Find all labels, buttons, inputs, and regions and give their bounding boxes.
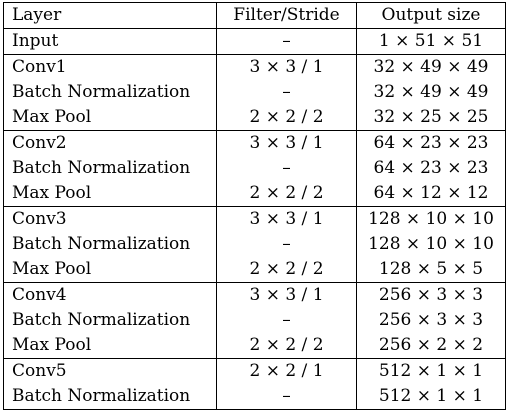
cell-layer: Batch Normalization bbox=[3, 308, 217, 333]
cell-filter-stride: 2 × 2 / 2 bbox=[216, 333, 357, 359]
cell-filter-stride: – bbox=[216, 80, 357, 105]
cell-layer: Batch Normalization bbox=[3, 156, 217, 181]
cell-layer: Conv5 bbox=[3, 358, 217, 384]
cell-output-size: 512 × 1 × 1 bbox=[356, 358, 506, 384]
cell-output-size: 256 × 2 × 2 bbox=[356, 333, 506, 359]
table-row: Max Pool 2 × 2 / 2 32 × 25 × 25 bbox=[3, 105, 506, 131]
cell-filter-stride: 2 × 2 / 2 bbox=[216, 181, 357, 207]
cell-output-size: 128 × 10 × 10 bbox=[356, 206, 506, 232]
table-row: Conv5 2 × 2 / 1 512 × 1 × 1 bbox=[3, 358, 506, 384]
cell-output-size: 32 × 25 × 25 bbox=[356, 105, 506, 131]
cell-output-size: 256 × 3 × 3 bbox=[356, 282, 506, 308]
cell-layer: Batch Normalization bbox=[3, 80, 217, 105]
cell-filter-stride: 3 × 3 / 1 bbox=[216, 206, 357, 232]
table-row: Conv1 3 × 3 / 1 32 × 49 × 49 bbox=[3, 54, 506, 80]
table-row: Batch Normalization –64 × 23 × 23 bbox=[3, 156, 506, 181]
cell-layer: Batch Normalization bbox=[3, 384, 217, 410]
cell-output-size: 32 × 49 × 49 bbox=[356, 80, 506, 105]
cell-filter-stride: – bbox=[216, 28, 357, 55]
cell-layer: Max Pool bbox=[3, 333, 217, 359]
cell-layer: Max Pool bbox=[3, 105, 217, 131]
cell-filter-stride: – bbox=[216, 308, 357, 333]
architecture-table: Layer Filter/Stride Output size Input –1 … bbox=[3, 2, 506, 410]
table-row: Input –1 × 51 × 51 bbox=[3, 28, 506, 55]
table-row: Max Pool 2 × 2 / 2 128 × 5 × 5 bbox=[3, 257, 506, 283]
cell-output-size: 512 × 1 × 1 bbox=[356, 384, 506, 410]
cell-output-size: 64 × 12 × 12 bbox=[356, 181, 506, 207]
cell-layer: Max Pool bbox=[3, 181, 217, 207]
cell-layer: Conv3 bbox=[3, 206, 217, 232]
header-output-size: Output size bbox=[356, 2, 506, 29]
cell-output-size: 256 × 3 × 3 bbox=[356, 308, 506, 333]
cell-filter-stride: 3 × 3 / 1 bbox=[216, 54, 357, 80]
cell-output-size: 128 × 5 × 5 bbox=[356, 257, 506, 283]
cell-output-size: 64 × 23 × 23 bbox=[356, 156, 506, 181]
table-row: Conv2 3 × 3 / 1 64 × 23 × 23 bbox=[3, 130, 506, 156]
cell-filter-stride: 3 × 3 / 1 bbox=[216, 130, 357, 156]
header-filter-stride: Filter/Stride bbox=[216, 2, 357, 29]
cell-output-size: 1 × 51 × 51 bbox=[356, 28, 506, 55]
cell-filter-stride: 2 × 2 / 1 bbox=[216, 358, 357, 384]
cell-layer: Max Pool bbox=[3, 257, 217, 283]
table-row: Batch Normalization –512 × 1 × 1 bbox=[3, 384, 506, 410]
cell-output-size: 64 × 23 × 23 bbox=[356, 130, 506, 156]
cell-output-size: 128 × 10 × 10 bbox=[356, 232, 506, 257]
header-layer: Layer bbox=[3, 2, 217, 29]
table-row: Batch Normalization –128 × 10 × 10 bbox=[3, 232, 506, 257]
table-body: Input –1 × 51 × 51 Conv1 3 × 3 / 1 32 × 49 ×… bbox=[3, 28, 506, 410]
cell-filter-stride: 2 × 2 / 2 bbox=[216, 105, 357, 131]
cell-layer: Conv2 bbox=[3, 130, 217, 156]
cell-layer: Batch Normalization bbox=[3, 232, 217, 257]
table-row: Conv3 3 × 3 / 1 128 × 10 × 10 bbox=[3, 206, 506, 232]
cell-layer: Conv1 bbox=[3, 54, 217, 80]
cell-layer: Input bbox=[3, 28, 217, 55]
cell-layer: Conv4 bbox=[3, 282, 217, 308]
cell-output-size: 32 × 49 × 49 bbox=[356, 54, 506, 80]
table-row: Batch Normalization –256 × 3 × 3 bbox=[3, 308, 506, 333]
cell-filter-stride: 3 × 3 / 1 bbox=[216, 282, 357, 308]
table-row: Max Pool 2 × 2 / 2 64 × 12 × 12 bbox=[3, 181, 506, 207]
table-row: Max Pool 2 × 2 / 2 256 × 2 × 2 bbox=[3, 333, 506, 359]
cell-filter-stride: – bbox=[216, 232, 357, 257]
cell-filter-stride: 2 × 2 / 2 bbox=[216, 257, 357, 283]
table-row: Conv4 3 × 3 / 1 256 × 3 × 3 bbox=[3, 282, 506, 308]
table-row: Batch Normalization –32 × 49 × 49 bbox=[3, 80, 506, 105]
cell-filter-stride: – bbox=[216, 156, 357, 181]
cell-filter-stride: – bbox=[216, 384, 357, 410]
header-row: Layer Filter/Stride Output size bbox=[3, 2, 506, 29]
table-header: Layer Filter/Stride Output size bbox=[3, 2, 506, 29]
